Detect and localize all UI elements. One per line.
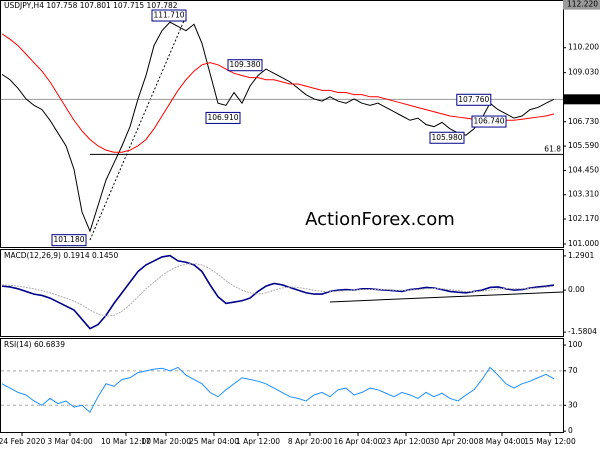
annotation-box: [429, 131, 465, 144]
x-tick-label: 23 Apr 12:00: [382, 437, 431, 446]
y-tick-label: 0: [568, 426, 573, 435]
annotation-label: 106.910: [207, 113, 238, 122]
annotation-label: 106.740: [473, 117, 504, 126]
y-tick-label: 70: [568, 366, 578, 375]
max-price-label: 112.220: [567, 0, 598, 9]
x-tick-label: 10 Mar 12:00: [101, 437, 151, 446]
x-tick-label: 25 Mar 04:00: [189, 437, 239, 446]
price-panel: [0, 0, 564, 248]
annotation-label: 101.180: [53, 235, 84, 244]
price-title: USDJPY,H4 107.758 107.801 107.715 107.78…: [4, 1, 178, 10]
x-tick-label: 30 Apr 20:00: [430, 437, 479, 446]
series-line: [1, 366, 555, 413]
series-line: [1, 21, 555, 233]
series-line: [1, 254, 555, 330]
x-tick-label: 16 Apr 04:00: [334, 437, 383, 446]
y-tick-label: 105.590: [568, 141, 599, 150]
last-price-box: [563, 94, 600, 105]
y-tick-label: 109.030: [568, 68, 599, 77]
annotation-box: [205, 111, 241, 124]
annotation-box: [151, 9, 187, 22]
series-line: [1, 33, 555, 153]
macd-trendline: [329, 291, 564, 303]
y-tick-label: 104.450: [568, 165, 599, 174]
x-tick-label: 1 Apr 12:00: [236, 437, 280, 446]
y-tick-label: 106.730: [568, 117, 599, 126]
x-tick-label: 8 Apr 20:00: [288, 437, 332, 446]
rsi-panel: [0, 338, 564, 433]
annotation-label: 109.380: [229, 60, 260, 69]
annotation-box: [471, 115, 507, 128]
y-tick-label: 1.2901: [568, 251, 594, 260]
x-tick-label: 8 May 04:00: [479, 437, 526, 446]
y-tick-label: 30: [568, 400, 578, 409]
annotation-label: 111.710: [153, 11, 184, 20]
y-tick-label: -1.5804: [568, 327, 597, 336]
max-price-box: [563, 0, 600, 10]
annotation-box: [456, 93, 492, 106]
series-line: [1, 263, 555, 317]
y-tick-label: 100: [568, 340, 583, 349]
annotation-box: [227, 59, 263, 72]
annotation-label: 107.760: [458, 95, 489, 104]
trendline: [89, 15, 187, 241]
watermark: ActionForex.com: [305, 209, 455, 230]
x-tick-label: 15 May 12:00: [524, 437, 576, 446]
y-tick-label: 110.200: [568, 43, 599, 52]
y-tick-label: 103.310: [568, 190, 599, 199]
macd-title: MACD(12,26,9) 0.1914 0.1450: [4, 251, 118, 260]
x-tick-label: 24 Feb 2020: [0, 437, 46, 446]
macd-panel: [0, 249, 564, 337]
y-tick-label: 0.00: [568, 285, 585, 294]
annotation-box: [51, 234, 87, 247]
x-tick-label: 3 Mar 04:00: [47, 437, 93, 446]
y-tick-label: 101.000: [568, 239, 599, 248]
rsi-title: RSI(14) 60.6839: [4, 340, 65, 349]
annotation-label: 105.980: [431, 133, 462, 142]
fib-label: 61.8: [544, 144, 561, 153]
last-price-label: 107.782: [567, 94, 598, 103]
y-tick-label: 102.170: [568, 214, 599, 223]
x-tick-label: 17 Mar 20:00: [141, 437, 191, 446]
